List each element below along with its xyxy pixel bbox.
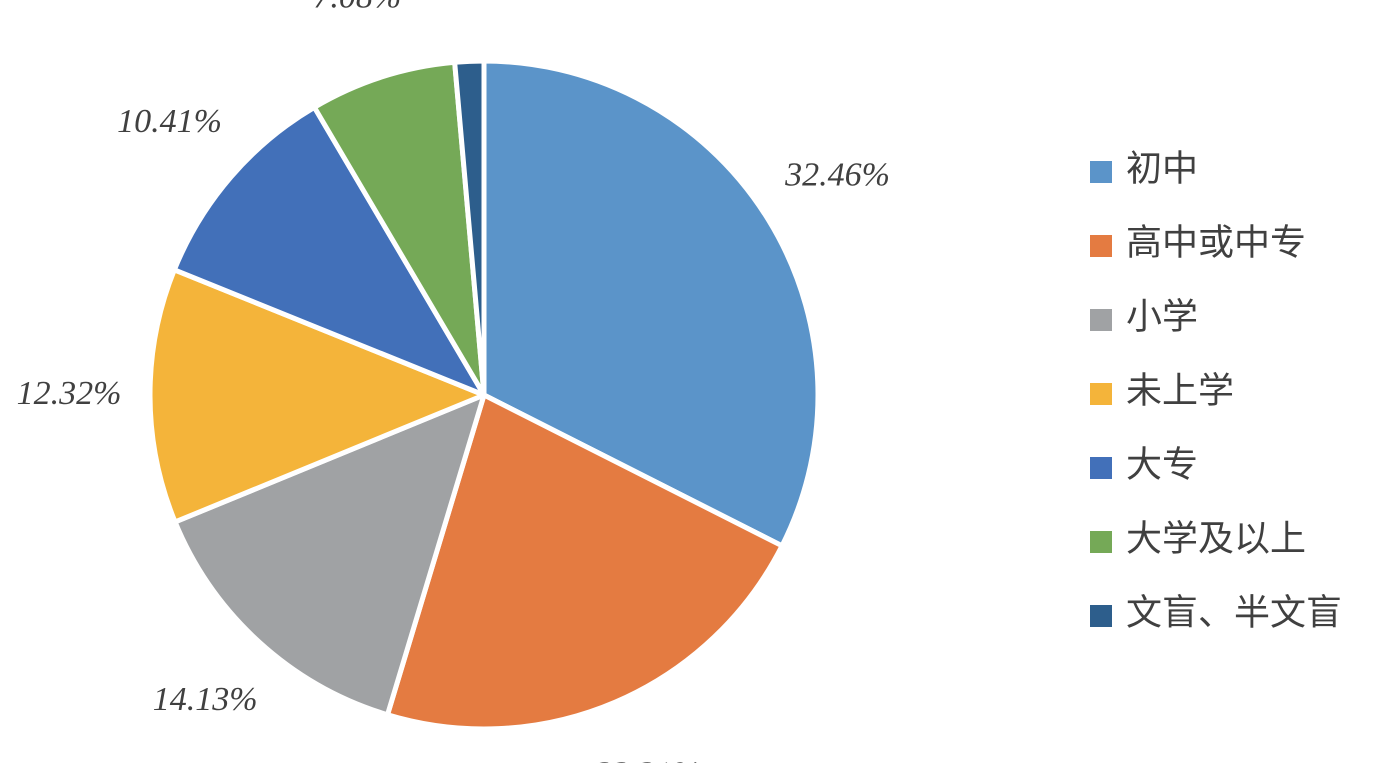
legend-label: 文盲、半文盲 [1126,592,1342,632]
pie-slice [481,58,821,549]
pie-slice [311,59,487,398]
data-label: 10.41% [117,103,222,140]
legend-swatch [1090,531,1112,553]
legend-swatch [1090,235,1112,257]
data-label: 14.13% [153,681,258,718]
pie-slice [172,392,487,718]
legend-swatch [1090,605,1112,627]
data-label: 7.08% [313,0,401,16]
data-label: 22.21% [595,755,700,763]
data-label: 12.32% [17,375,122,412]
legend-label: 未上学 [1126,370,1234,410]
legend-label: 初中 [1126,148,1198,188]
pie-slice [171,104,487,398]
legend-swatch [1090,457,1112,479]
legend-label: 大学及以上 [1126,518,1306,558]
legend-swatch [1090,383,1112,405]
legend-label: 小学 [1126,296,1198,336]
legend-label: 高中或中专 [1126,222,1306,262]
legend-swatch [1090,161,1112,183]
data-label: 32.46% [784,156,890,193]
legend-swatch [1090,309,1112,331]
pie-slice [385,392,785,732]
pie-slice [452,58,487,398]
pie-slice [147,267,487,525]
legend-label: 大专 [1126,444,1198,484]
